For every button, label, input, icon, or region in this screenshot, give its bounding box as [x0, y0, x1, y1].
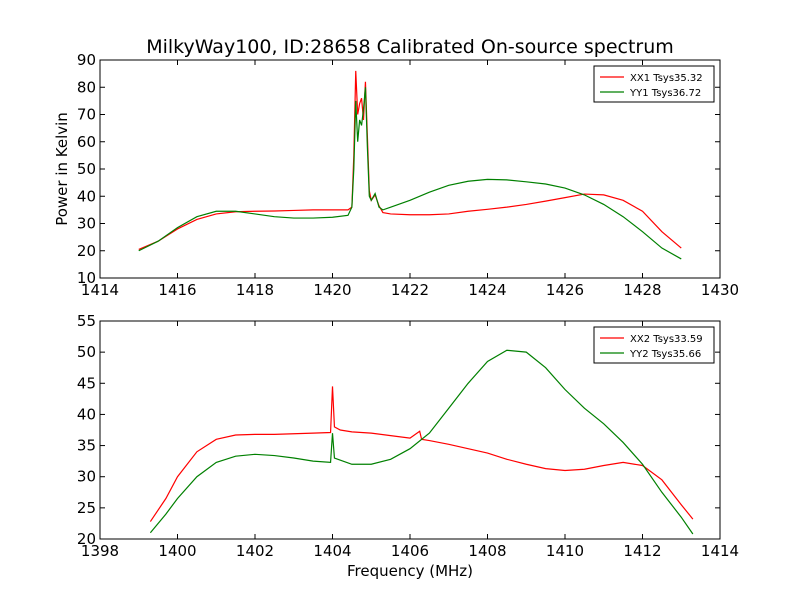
top-x-tick-label: 1422	[391, 281, 429, 299]
bottom-x-tick-label: 1404	[313, 542, 351, 560]
chart-title: MilkyWay100, ID:28658 Calibrated On-sour…	[146, 36, 674, 58]
top-legend-box	[593, 65, 715, 103]
bottom-series-line-2	[149, 349, 694, 535]
top-y-tick-label: 70	[77, 106, 96, 124]
bottom-y-tick-label: 40	[77, 405, 96, 423]
top-y-tick-label: 20	[77, 242, 96, 260]
top-legend-label-2: YY1 Tsys36.72	[629, 88, 701, 99]
bottom-y-tick-label: 30	[77, 468, 96, 486]
bottom-y-tick-label: 35	[77, 437, 96, 455]
bottom-x-tick-label: 1400	[158, 542, 196, 560]
bottom-series-group	[149, 349, 694, 535]
top-y-axis-label: Power in Kelvin	[53, 112, 71, 226]
top-series-group	[138, 70, 682, 260]
top-legend: XX1 Tsys35.32 YY1 Tsys36.72	[593, 65, 715, 103]
bottom-x-tick-label: 1402	[236, 542, 274, 560]
top-series-line-2	[138, 87, 682, 260]
top-x-tick-label: 1424	[468, 281, 506, 299]
top-y-tick-label: 40	[77, 187, 96, 205]
top-axis-ticks: 1414 1416 1418 1420 1422 1424 1426 1428 1430 10 20…	[77, 51, 739, 299]
bottom-y-tick-label: 20	[77, 530, 96, 548]
bottom-y-tick-label: 55	[77, 312, 96, 330]
bottom-y-tick-label: 45	[77, 374, 96, 392]
top-panel: 1414 1416 1418 1420 1422 1424 1426 1428 1430 10 20…	[53, 51, 739, 299]
bottom-x-tick-label: 1414	[701, 542, 739, 560]
top-x-tick-label: 1416	[158, 281, 196, 299]
bottom-x-tick-label: 1406	[391, 542, 429, 560]
bottom-x-tick-label: 1410	[546, 542, 584, 560]
bottom-axis-ticks: 1398 1400 1402 1404 1406 1408 1410 1412 1414 20 25…	[77, 312, 739, 560]
bottom-x-axis-label: Frequency (MHz)	[347, 562, 473, 580]
top-x-tick-label: 1418	[236, 281, 274, 299]
bottom-y-tick-label: 25	[77, 499, 96, 517]
top-x-tick-label: 1428	[623, 281, 661, 299]
top-x-tick-label: 1430	[701, 281, 739, 299]
top-x-tick-label: 1420	[313, 281, 351, 299]
bottom-legend: XX2 Tsys33.59 YY2 Tsys35.66	[593, 326, 715, 364]
bottom-legend-label-1: XX2 Tsys33.59	[630, 334, 703, 345]
bottom-legend-label-2: YY2 Tsys35.66	[629, 349, 701, 360]
top-y-tick-label: 30	[77, 215, 96, 233]
bottom-x-tick-label: 1398	[81, 542, 119, 560]
bottom-x-tick-label: 1408	[468, 542, 506, 560]
top-y-tick-label: 80	[77, 78, 96, 96]
top-y-tick-label: 50	[77, 160, 96, 178]
bottom-panel: 1398 1400 1402 1404 1406 1408 1410 1412 1414 20 25…	[77, 312, 739, 580]
top-y-tick-label: 10	[77, 269, 96, 287]
top-x-tick-label: 1426	[546, 281, 584, 299]
top-x-tick-label: 1414	[81, 281, 119, 299]
bottom-legend-box	[593, 326, 715, 364]
bottom-x-tick-label: 1412	[623, 542, 661, 560]
top-y-tick-label: 60	[77, 133, 96, 151]
bottom-series-line-1	[149, 386, 694, 522]
top-y-tick-label: 90	[77, 51, 96, 69]
top-legend-label-1: XX1 Tsys35.32	[630, 73, 703, 84]
bottom-y-tick-label: 50	[77, 343, 96, 361]
